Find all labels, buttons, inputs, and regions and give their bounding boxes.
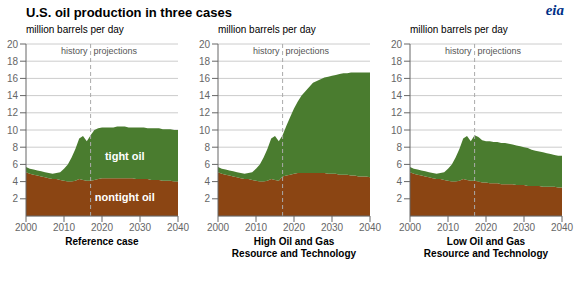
svg-text:12: 12	[391, 107, 403, 118]
svg-text:14: 14	[199, 90, 211, 101]
svg-text:6: 6	[12, 159, 18, 170]
svg-text:14: 14	[8, 90, 18, 101]
svg-text:4: 4	[396, 176, 402, 187]
svg-text:2020: 2020	[91, 222, 114, 233]
svg-text:20: 20	[391, 39, 403, 50]
svg-text:2030: 2030	[321, 222, 344, 233]
svg-text:2020: 2020	[283, 222, 306, 233]
svg-text:2040: 2040	[551, 222, 568, 233]
svg-text:history: history	[253, 46, 280, 56]
svg-text:10: 10	[8, 125, 18, 136]
svg-text:history: history	[61, 46, 88, 56]
svg-text:2040: 2040	[359, 222, 382, 233]
svg-text:6: 6	[204, 159, 210, 170]
svg-text:16: 16	[391, 73, 403, 84]
svg-text:projections: projections	[286, 46, 330, 56]
svg-text:8: 8	[396, 142, 402, 153]
svg-text:10: 10	[391, 125, 403, 136]
svg-text:nontight oil: nontight oil	[95, 191, 155, 203]
svg-text:18: 18	[199, 56, 211, 67]
svg-text:2000: 2000	[399, 222, 422, 233]
html-text:U.S. oil production in three c: U.S. oil production in three cases	[26, 5, 232, 20]
html-text:million barrels per day: million barrels per day	[410, 24, 508, 35]
svg-text:2: 2	[204, 193, 210, 204]
svg-text:2030: 2030	[129, 222, 152, 233]
svg-text:12: 12	[8, 107, 18, 118]
svg-text:projections: projections	[94, 46, 138, 56]
svg-text:2030: 2030	[513, 222, 536, 233]
svg-text:12: 12	[199, 107, 211, 118]
svg-text:2: 2	[396, 193, 402, 204]
svg-text:8: 8	[204, 142, 210, 153]
svg-text:2010: 2010	[437, 222, 460, 233]
svg-text:history: history	[445, 46, 472, 56]
svg-text:20: 20	[8, 39, 18, 50]
svg-text:16: 16	[8, 73, 18, 84]
svg-text:20: 20	[199, 39, 211, 50]
svg-text:6: 6	[396, 159, 402, 170]
svg-text:tight oil: tight oil	[105, 150, 145, 162]
html-text:High Oil and Gas Resource and: High Oil and Gas Resource and Technology	[231, 236, 357, 259]
svg-text:projections: projections	[478, 46, 522, 56]
svg-text:2010: 2010	[245, 222, 268, 233]
svg-text:18: 18	[8, 56, 18, 67]
svg-text:4: 4	[12, 176, 18, 187]
svg-text:2000: 2000	[15, 222, 38, 233]
svg-text:2040: 2040	[167, 222, 190, 233]
svg-text:10: 10	[199, 125, 211, 136]
html-text:million barrels per day: million barrels per day	[26, 24, 124, 35]
svg-text:2: 2	[12, 193, 18, 204]
svg-text:2020: 2020	[475, 222, 498, 233]
html-text:million barrels per day: million barrels per day	[218, 24, 316, 35]
svg-text:4: 4	[204, 176, 210, 187]
html-text:eia: eia	[545, 2, 564, 18]
html-text:Reference case: Reference case	[65, 236, 139, 247]
svg-text:14: 14	[391, 90, 403, 101]
svg-text:2000: 2000	[207, 222, 230, 233]
svg-text:18: 18	[391, 56, 403, 67]
svg-text:16: 16	[199, 73, 211, 84]
svg-text:8: 8	[12, 142, 18, 153]
svg-text:2010: 2010	[53, 222, 76, 233]
html-text:Low Oil and Gas Resource and T: Low Oil and Gas Resource and Technology	[423, 236, 549, 259]
